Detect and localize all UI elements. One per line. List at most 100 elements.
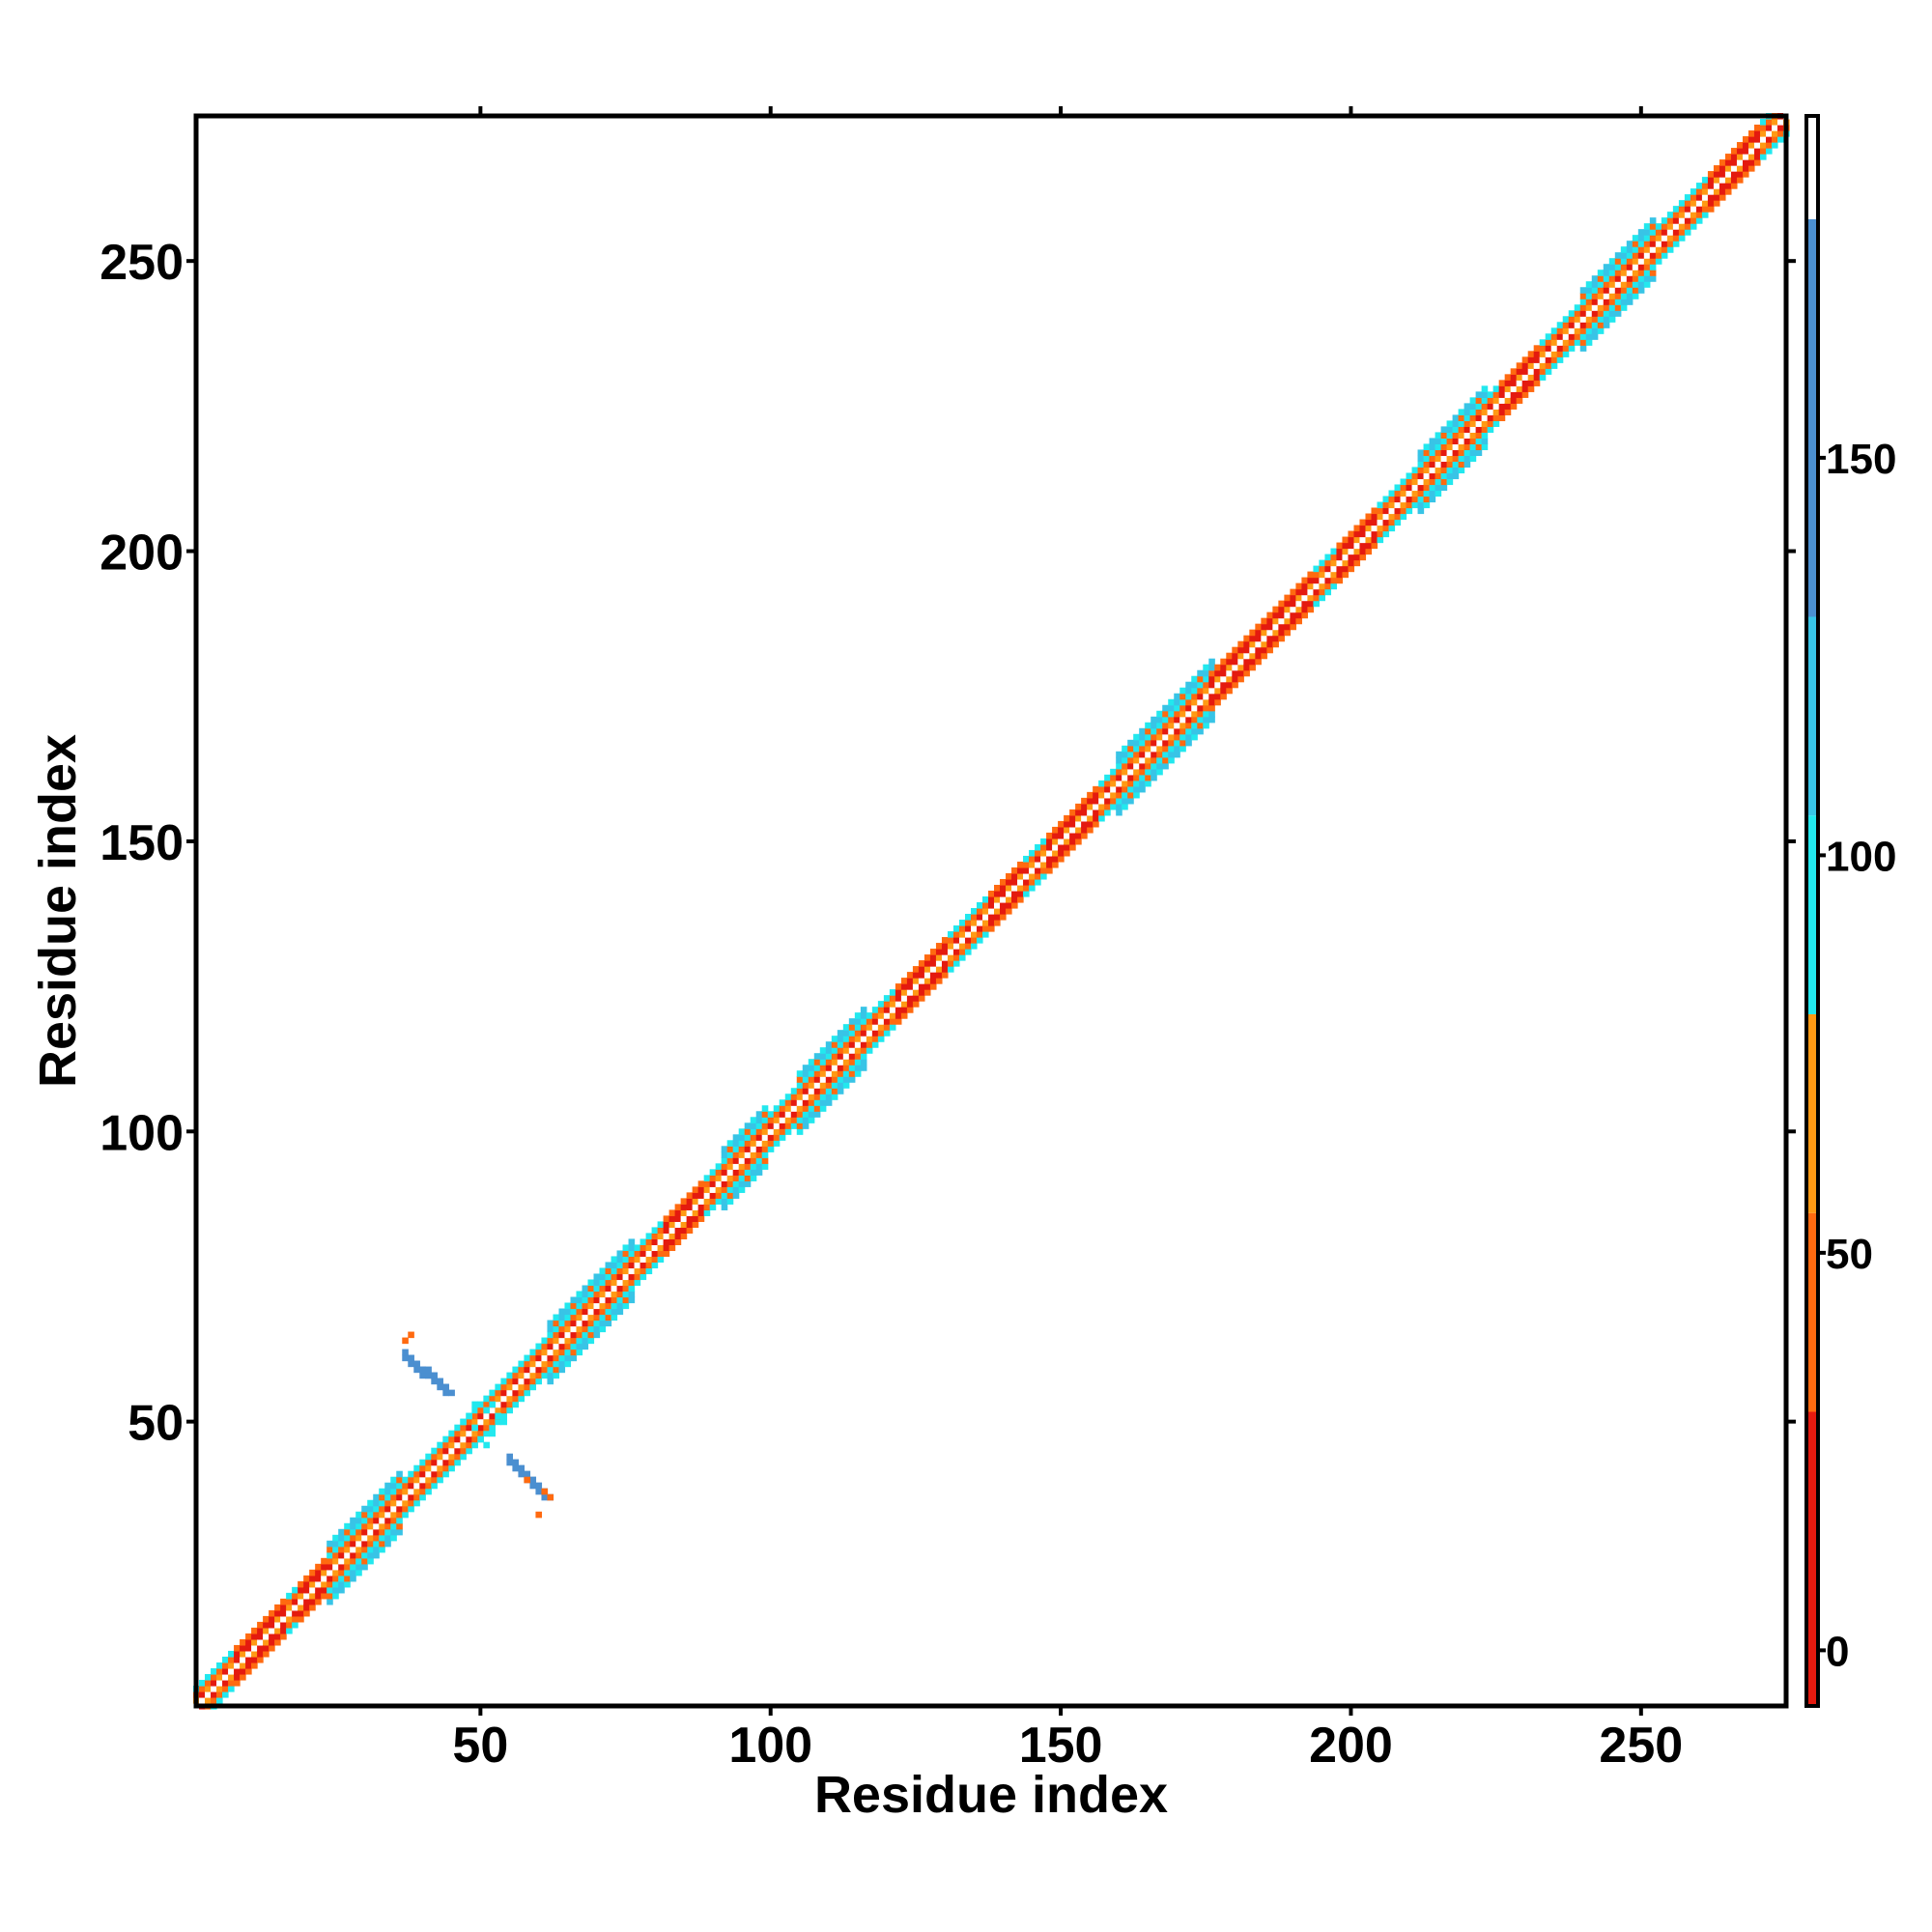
heatmap-cell	[1353, 530, 1361, 538]
heatmap-cell	[535, 1343, 543, 1350]
heatmap-cell	[1678, 229, 1686, 236]
heatmap-cell	[390, 1528, 397, 1536]
heatmap-cell	[599, 1320, 607, 1327]
heatmap-cell	[1324, 554, 1332, 561]
heatmap-cell	[744, 1180, 752, 1187]
heatmap-cell	[1521, 368, 1529, 375]
heatmap-cell	[1759, 142, 1767, 149]
heatmap-cell	[257, 1627, 264, 1634]
heatmap-cell	[1626, 270, 1634, 276]
heatmap-cell	[547, 1331, 554, 1339]
heatmap-cell	[1185, 727, 1192, 735]
heatmap-cell	[1052, 832, 1059, 839]
heatmap-cell	[292, 1598, 298, 1605]
heatmap-cell	[1713, 188, 1720, 195]
heatmap-cell	[994, 890, 1001, 897]
heatmap-cell	[726, 1198, 734, 1205]
heatmap-cell	[1423, 455, 1431, 463]
heatmap-cell	[408, 1493, 414, 1501]
heatmap-cell	[802, 1065, 810, 1071]
heatmap-cell	[1151, 774, 1157, 781]
heatmap-cell	[298, 1598, 304, 1605]
heatmap-cell	[605, 1285, 612, 1293]
heatmap-cell	[1458, 414, 1465, 421]
heatmap-cell	[703, 1209, 711, 1216]
heatmap-cell	[796, 1094, 804, 1100]
heatmap-cell	[1603, 298, 1610, 305]
heatmap-cell	[755, 1151, 763, 1158]
heatmap-cell	[628, 1267, 636, 1275]
heatmap-cell	[1475, 420, 1483, 427]
heatmap-cell	[628, 1279, 636, 1287]
heatmap-cell	[1666, 217, 1674, 224]
heatmap-cell	[350, 1517, 356, 1524]
y-tick-label: 250	[99, 235, 184, 291]
heatmap-cell	[431, 1459, 438, 1466]
heatmap-cell	[1122, 745, 1128, 753]
heatmap-cell	[1730, 183, 1738, 189]
heatmap-cell	[1081, 814, 1088, 822]
heatmap-cell	[1742, 136, 1749, 143]
heatmap-cell	[1069, 826, 1076, 834]
heatmap-cell	[1151, 762, 1157, 770]
heatmap-cell	[274, 1638, 281, 1646]
heatmap-cell	[1371, 536, 1378, 544]
heatmap-cell	[1139, 756, 1146, 764]
heatmap-cell	[338, 1575, 345, 1582]
heatmap-cell	[1690, 212, 1697, 218]
heatmap-cell	[1168, 756, 1175, 764]
heatmap-cell	[1359, 542, 1367, 550]
heatmap-cell	[460, 1430, 467, 1437]
heatmap-cell	[1295, 611, 1302, 619]
heatmap-cell	[1730, 165, 1738, 172]
heatmap-cell	[1243, 635, 1250, 642]
heatmap-cell	[1342, 565, 1350, 573]
contact-cell	[408, 1354, 414, 1362]
heatmap-cell	[1295, 606, 1302, 613]
heatmap-cell	[988, 914, 995, 921]
heatmap-cell	[1272, 640, 1279, 648]
heatmap-cell	[1724, 159, 1732, 166]
heatmap-cell	[1110, 803, 1117, 810]
contact-cell	[471, 1401, 478, 1408]
heatmap-cell	[1614, 270, 1622, 276]
heatmap-cell	[813, 1053, 821, 1060]
heatmap-cell	[854, 1030, 862, 1037]
heatmap-cell	[593, 1320, 601, 1327]
heatmap-cell	[1695, 194, 1703, 201]
heatmap-cell	[245, 1644, 252, 1652]
heatmap-cell	[303, 1609, 310, 1617]
heatmap-cell	[1417, 484, 1425, 492]
heatmap-cell	[1040, 843, 1047, 851]
heatmap-cell	[1214, 687, 1221, 695]
heatmap-cell	[1719, 188, 1726, 195]
heatmap-cell	[442, 1470, 449, 1478]
heatmap-cell	[402, 1511, 409, 1519]
heatmap-cell	[1174, 716, 1180, 724]
heatmap-cell	[483, 1424, 490, 1432]
heatmap-cell	[1603, 281, 1610, 288]
heatmap-cell	[379, 1540, 385, 1548]
heatmap-cell	[1249, 652, 1256, 660]
heatmap-cell	[784, 1117, 792, 1123]
heatmap-cell	[558, 1360, 566, 1368]
heatmap-cell	[1724, 171, 1732, 178]
heatmap-cell	[1649, 264, 1657, 270]
heatmap-cell	[1649, 252, 1657, 259]
heatmap-cell	[639, 1250, 647, 1258]
heatmap-cell	[1208, 669, 1215, 677]
heatmap-cell	[837, 1047, 844, 1054]
heatmap-cell	[860, 1007, 867, 1013]
heatmap-cell	[1319, 565, 1326, 573]
heatmap-cell	[558, 1354, 566, 1362]
heatmap-cell	[576, 1331, 583, 1339]
heatmap-cell	[895, 1012, 902, 1019]
heatmap-cell	[593, 1314, 601, 1321]
heatmap-cell	[1295, 617, 1302, 625]
heatmap-cell	[790, 1111, 798, 1118]
heatmap-cell	[1011, 867, 1018, 874]
heatmap-cell	[1672, 206, 1680, 213]
heatmap-cell	[1626, 246, 1634, 253]
heatmap-cell	[1736, 171, 1744, 178]
heatmap-cell	[1510, 368, 1518, 375]
